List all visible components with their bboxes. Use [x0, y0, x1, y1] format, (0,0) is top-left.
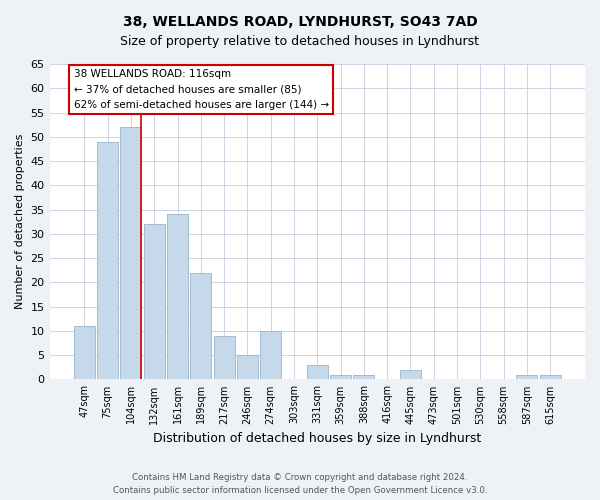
Text: 38, WELLANDS ROAD, LYNDHURST, SO43 7AD: 38, WELLANDS ROAD, LYNDHURST, SO43 7AD [122, 15, 478, 29]
Bar [214, 336, 235, 380]
Bar [260, 331, 281, 380]
Bar [539, 374, 560, 380]
Bar [330, 374, 351, 380]
X-axis label: Distribution of detached houses by size in Lyndhurst: Distribution of detached houses by size … [153, 432, 481, 445]
Y-axis label: Number of detached properties: Number of detached properties [15, 134, 25, 310]
Text: 38 WELLANDS ROAD: 116sqm
← 37% of detached houses are smaller (85)
62% of semi-d: 38 WELLANDS ROAD: 116sqm ← 37% of detach… [74, 68, 329, 110]
Bar [307, 365, 328, 380]
Bar [97, 142, 118, 380]
Bar [167, 214, 188, 380]
Text: Size of property relative to detached houses in Lyndhurst: Size of property relative to detached ho… [121, 35, 479, 48]
Bar [121, 127, 142, 380]
Bar [353, 374, 374, 380]
Bar [74, 326, 95, 380]
Bar [144, 224, 165, 380]
Bar [517, 374, 538, 380]
Bar [400, 370, 421, 380]
Bar [190, 272, 211, 380]
Text: Contains HM Land Registry data © Crown copyright and database right 2024.
Contai: Contains HM Land Registry data © Crown c… [113, 474, 487, 495]
Bar [237, 355, 258, 380]
